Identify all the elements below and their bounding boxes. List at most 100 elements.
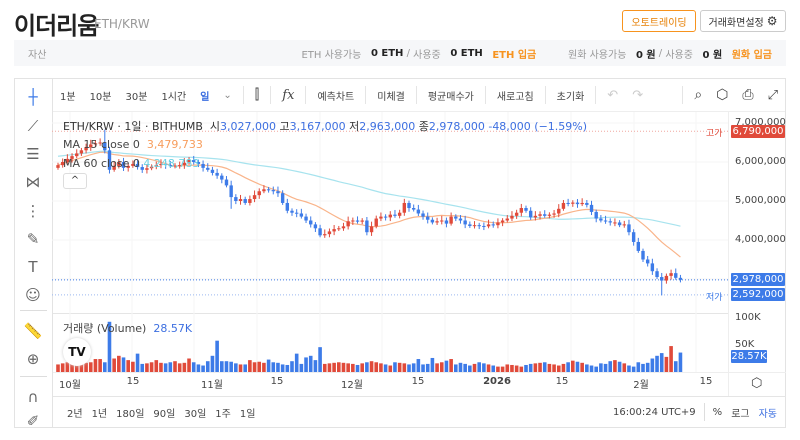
low-label: 저가 (706, 293, 723, 303)
x-tick: 15 (126, 376, 140, 387)
candle-body (248, 199, 252, 203)
open-orders-button[interactable]: 미체결 (377, 91, 405, 103)
range-bar: 2년 1년 180일 90일 30일 1주 1일 16:00:24 UTC+9 … (53, 397, 785, 427)
settings-hexagon-icon[interactable]: ⬡ (716, 87, 729, 103)
ma15-legend[interactable]: MA 15 close 0 3,479,733 (63, 138, 203, 151)
chevron-down-icon[interactable]: ⌄ (223, 89, 232, 101)
volume-bar (248, 360, 252, 372)
candle-body (575, 202, 580, 205)
candle-body (552, 213, 556, 215)
volume-bar (594, 366, 598, 372)
forecast-chart-button[interactable]: 예측차트 (317, 91, 355, 103)
volume-bar (56, 364, 60, 372)
volume-bar (84, 362, 88, 372)
clock-timezone[interactable]: 16:00:24 UTC+9 (613, 406, 696, 418)
auto-trading-button[interactable]: 오토트레이딩 (622, 10, 696, 32)
candle-body (201, 163, 205, 168)
x-tick: 15 (555, 376, 569, 387)
candle-type-icon[interactable]: ⫿ (254, 87, 260, 103)
quick-search-icon[interactable]: ⌕ (694, 87, 703, 103)
interval-1m[interactable]: 1분 (60, 91, 76, 103)
redo-icon[interactable]: ↷ (632, 87, 644, 103)
volume-bar (622, 363, 627, 372)
volume-bar (589, 365, 594, 372)
volume-bar (599, 363, 603, 372)
candle-body (589, 204, 594, 212)
avg-buy-price-button[interactable]: 평균매수가 (427, 91, 474, 103)
range-1y[interactable]: 1년 (91, 408, 108, 420)
eth-deposit-link[interactable]: ETH 입금 (492, 49, 537, 61)
volume-bar (547, 363, 552, 372)
horizontal-lines-icon[interactable]: ☰ (26, 145, 40, 163)
reset-button[interactable]: 초기화 (556, 91, 585, 103)
volume-bar (220, 361, 224, 372)
candle-body (566, 202, 570, 204)
volume-bar (252, 362, 257, 372)
camera-icon[interactable]: ⎙ (742, 87, 754, 103)
volume-bar (636, 362, 641, 372)
volume-label: 거래량 (Volume) (63, 322, 147, 335)
range-90d[interactable]: 90일 (153, 408, 176, 420)
volume-bar (435, 363, 439, 372)
ruler-icon[interactable]: 📏 (23, 322, 43, 340)
pattern-icon[interactable]: ⋈ (25, 173, 41, 191)
interval-1h[interactable]: 1시간 (161, 91, 187, 103)
candle-body (379, 216, 383, 219)
log-toggle[interactable]: 로그 (731, 408, 750, 420)
volume-bar (163, 363, 168, 372)
tradingview-logo[interactable]: TV (63, 338, 91, 366)
pencil-icon[interactable]: ✐ (26, 412, 40, 430)
volume-bar (659, 353, 664, 372)
fib-icon[interactable]: ⋮ (25, 202, 41, 220)
refresh-button[interactable]: 새로고침 (496, 91, 534, 103)
range-2y[interactable]: 2년 (67, 408, 83, 420)
range-180d[interactable]: 180일 (116, 408, 145, 420)
text-icon[interactable]: T (28, 258, 38, 276)
candle-body (285, 202, 290, 211)
range-1d[interactable]: 1일 (239, 408, 256, 420)
volume-bar (482, 363, 486, 372)
range-1w[interactable]: 1주 (215, 408, 231, 420)
volume-bar (486, 364, 491, 372)
percent-toggle[interactable]: % (712, 406, 723, 418)
zoom-in-icon[interactable]: ⊕ (26, 350, 40, 368)
krw-deposit-link[interactable]: 원화 입금 (731, 49, 772, 61)
volume-bar (327, 363, 332, 372)
candle-body (117, 162, 121, 166)
ma60-legend[interactable]: MA 60 close 0 4,248,783 (63, 157, 199, 170)
divider (242, 86, 244, 104)
low-label: 저 (349, 120, 360, 133)
undo-icon[interactable]: ↶ (607, 87, 619, 103)
volume-bar (416, 359, 421, 372)
brush-icon[interactable]: ✎ (26, 230, 40, 248)
auto-scale-toggle[interactable]: 자동 (758, 408, 777, 420)
screen-settings-button[interactable]: 거래화면설정 ⚙ (700, 10, 786, 32)
high-value: 3,167,000 (289, 120, 346, 133)
emoji-icon[interactable]: ☺ (25, 286, 41, 304)
candle-body (482, 225, 486, 227)
magnet-icon[interactable]: ∩ (27, 388, 39, 406)
axis-settings-icon[interactable]: ⬡ (751, 376, 763, 391)
volume-bar (421, 364, 425, 372)
interval-10m[interactable]: 10분 (89, 91, 112, 103)
asset-label: 자산 (28, 49, 47, 61)
candle-body (660, 277, 664, 281)
volume-bar (131, 361, 135, 372)
collapse-legend-button[interactable]: ^ (63, 173, 87, 189)
open-value: 3,027,000 (220, 120, 277, 133)
x-tick: 2026 (483, 376, 511, 387)
interval-1d[interactable]: 일 (200, 91, 210, 103)
candle-body (458, 218, 463, 221)
price-axis[interactable]: 7,000,000 6,000,000 5,000,000 4,000,000 … (728, 112, 786, 396)
candlestick-chart[interactable] (52, 112, 728, 372)
volume-tick: 100K (735, 312, 761, 323)
volume-bar (308, 355, 313, 372)
volume-bar (449, 359, 453, 372)
indicator-fx-icon[interactable]: fx (282, 87, 295, 103)
range-30d[interactable]: 30일 (184, 408, 207, 420)
interval-30m[interactable]: 30분 (125, 91, 148, 103)
fullscreen-icon[interactable]: ⤢ (767, 87, 778, 103)
trend-line-icon[interactable]: ⟋ (27, 117, 39, 135)
volume-bar (304, 357, 308, 372)
crosshair-icon[interactable]: ┼ (28, 88, 38, 106)
